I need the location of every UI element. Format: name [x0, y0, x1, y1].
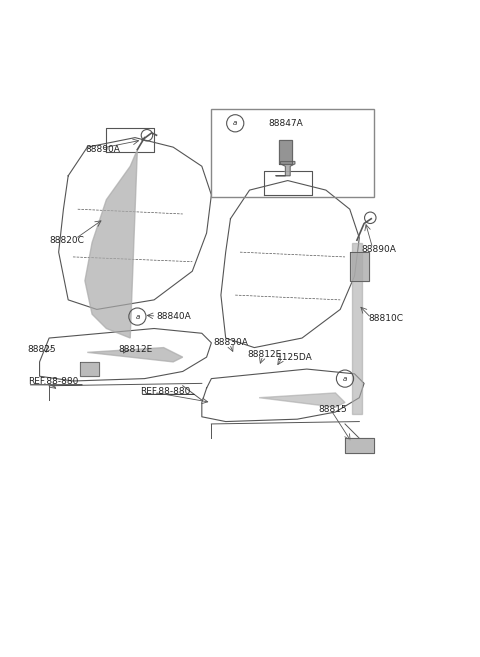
Text: a: a: [233, 120, 237, 126]
Text: 88890A: 88890A: [362, 245, 396, 254]
Text: 88810C: 88810C: [369, 315, 404, 323]
Bar: [211, 109, 373, 197]
Text: REF.88-880: REF.88-880: [140, 387, 190, 396]
Text: a: a: [343, 376, 347, 382]
Text: 88825: 88825: [28, 346, 56, 355]
Text: 88830A: 88830A: [214, 338, 249, 348]
Text: 88812E: 88812E: [118, 346, 153, 355]
Text: a: a: [135, 313, 140, 319]
Polygon shape: [259, 393, 345, 407]
Text: REF.88-880: REF.88-880: [28, 378, 78, 386]
Polygon shape: [350, 252, 369, 281]
Polygon shape: [352, 242, 362, 415]
Polygon shape: [85, 150, 137, 338]
Text: 88812E: 88812E: [247, 350, 281, 359]
Polygon shape: [345, 438, 373, 453]
Text: 88847A: 88847A: [269, 119, 303, 128]
Text: 88890A: 88890A: [85, 145, 120, 154]
Text: 1125DA: 1125DA: [277, 353, 313, 361]
Polygon shape: [87, 348, 183, 362]
Text: 88815: 88815: [319, 405, 348, 414]
Text: 88820C: 88820C: [49, 236, 84, 244]
Text: 88840A: 88840A: [156, 312, 191, 321]
Polygon shape: [276, 162, 295, 176]
Polygon shape: [80, 362, 99, 376]
Polygon shape: [279, 140, 291, 164]
